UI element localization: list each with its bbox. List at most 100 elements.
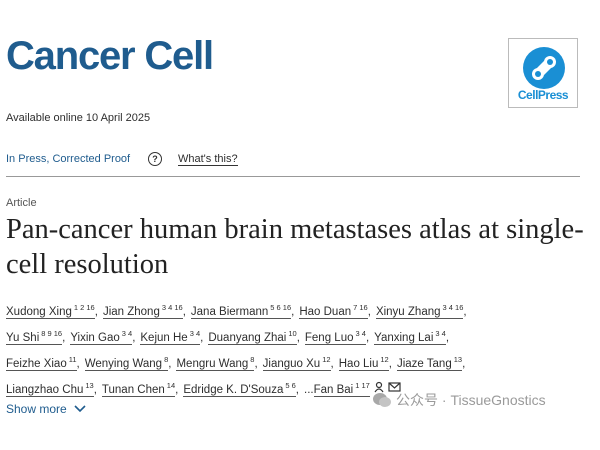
show-more-text[interactable]: Show more — [6, 402, 67, 416]
author[interactable]: Jana Biermann 5 6 16 — [190, 303, 292, 319]
separator: , — [295, 384, 299, 396]
author-name[interactable]: Xinyu Zhang — [375, 306, 441, 318]
author[interactable]: Fan Bai 1 17 — [313, 381, 370, 397]
author[interactable]: Xinyu Zhang 3 4 16 — [375, 303, 464, 319]
author-name[interactable]: Tunan Chen — [101, 384, 165, 396]
separator: , — [62, 332, 66, 344]
ellipsis: ... — [304, 384, 314, 396]
separator: , — [462, 358, 466, 370]
publisher-logo[interactable]: CellPress — [508, 38, 578, 108]
author-name[interactable]: Jian Zhong — [102, 306, 160, 318]
author[interactable]: Kejun He 3 4 — [140, 329, 201, 345]
separator: , — [388, 358, 392, 370]
article-title: Pan-cancer human brain metastases atlas … — [6, 214, 584, 280]
separator: , — [175, 384, 179, 396]
status-label[interactable]: In Press, Corrected Proof — [6, 153, 131, 165]
author-name[interactable]: Jiaze Tang — [396, 358, 452, 370]
separator: , — [168, 358, 172, 370]
author[interactable]: Jianguo Xu 12 — [262, 355, 331, 371]
affiliation[interactable]: 8 — [250, 355, 255, 364]
author-name[interactable]: Yanxing Lai — [374, 332, 434, 344]
author-name[interactable]: Jana Biermann — [190, 306, 269, 318]
logo-text: CellPress — [517, 88, 569, 102]
author-name[interactable]: Kejun He — [140, 332, 188, 344]
author[interactable]: Hao Duan 7 16 — [299, 303, 368, 319]
separator: , — [367, 306, 371, 318]
author-name[interactable]: Fan Bai — [313, 384, 354, 396]
affiliation[interactable]: 7 16 — [353, 303, 368, 312]
author[interactable]: Tunan Chen 14 — [101, 381, 176, 397]
author-name[interactable]: Jianguo Xu — [262, 358, 321, 370]
author-row: Xudong Xing 1 2 16, Jian Zhong 3 4 16, Jana … — [6, 297, 596, 323]
author-name[interactable]: Xudong Xing — [6, 306, 72, 318]
affiliation[interactable]: 8 — [164, 355, 169, 364]
journal-name: Cancer Cell — [6, 34, 214, 78]
author-name[interactable]: Wenying Wang — [84, 358, 163, 370]
affiliation[interactable]: 5 6 — [285, 381, 296, 390]
article-type: Article — [6, 197, 37, 209]
separator: , — [330, 358, 334, 370]
author-name[interactable]: Yu Shi — [6, 332, 40, 344]
author[interactable]: Xudong Xing 1 2 16 — [6, 303, 95, 319]
affiliation[interactable]: 12 — [322, 355, 331, 364]
author-name[interactable]: Feng Luo — [304, 332, 354, 344]
separator: , — [365, 332, 370, 344]
separator: , — [296, 332, 300, 344]
separator: , — [291, 306, 295, 318]
affiliation[interactable]: 10 — [288, 329, 297, 338]
author[interactable]: Wenying Wang 8 — [84, 355, 169, 371]
author[interactable]: Yixin Gao 3 4 — [70, 329, 133, 345]
watermark: 公众号 · TissueGnostics — [372, 390, 546, 410]
contact-icons[interactable] — [374, 381, 404, 393]
separator: , — [463, 306, 467, 318]
author-name[interactable]: Mengru Wang — [176, 358, 249, 370]
author[interactable]: Jian Zhong 3 4 16 — [102, 303, 183, 319]
separator: , — [94, 306, 98, 318]
logo-icon — [523, 47, 565, 89]
author[interactable]: Duanyang Zhai 10 — [208, 329, 297, 345]
affiliation[interactable]: 8 9 16 — [41, 329, 63, 338]
affiliation[interactable]: 3 4 — [189, 329, 201, 338]
help-icon[interactable]: ? — [148, 152, 162, 166]
author-row: Yu Shi 8 9 16, Yixin Gao 3 4, Kejun He 3 4, Du… — [6, 323, 596, 349]
author-name[interactable]: Duanyang Zhai — [208, 332, 287, 344]
affiliation[interactable]: 13 — [85, 381, 94, 390]
author-list: Xudong Xing 1 2 16, Jian Zhong 3 4 16, Jana … — [6, 297, 596, 401]
author-name[interactable]: Edridge K. D'Souza — [183, 384, 284, 396]
author-name[interactable]: Liangzhao Chu — [6, 384, 84, 396]
separator: , — [182, 306, 186, 318]
affiliation[interactable]: 3 4 — [121, 329, 133, 338]
separator: , — [132, 332, 136, 344]
affiliation[interactable]: 3 4 16 — [161, 303, 183, 312]
author[interactable]: Liangzhao Chu 13 — [6, 381, 94, 397]
affiliation[interactable]: 14 — [166, 381, 176, 390]
separator: , — [200, 332, 204, 344]
affiliation[interactable]: 13 — [453, 355, 463, 364]
show-more[interactable]: Show more — [6, 402, 86, 416]
separator: , — [254, 358, 258, 370]
author[interactable]: Jiaze Tang 13 — [396, 355, 463, 371]
affiliation[interactable]: 11 — [68, 355, 77, 364]
author[interactable]: Yu Shi 8 9 16 — [6, 329, 63, 345]
author[interactable]: Mengru Wang 8 — [176, 355, 255, 371]
author-name[interactable]: Hao Liu — [338, 358, 379, 370]
author-name[interactable]: Feizhe Xiao — [6, 358, 67, 370]
author-name[interactable]: Yixin Gao — [70, 332, 120, 344]
chevron-icon — [74, 405, 86, 413]
affiliation[interactable]: 3 4 — [355, 329, 366, 338]
affiliation[interactable]: 1 2 16 — [73, 303, 95, 312]
author[interactable]: Feng Luo 3 4 — [304, 329, 366, 345]
author[interactable]: Hao Liu 12 — [338, 355, 389, 371]
affiliation[interactable]: 1 17 — [355, 381, 370, 390]
author[interactable]: Feizhe Xiao 11 — [6, 355, 77, 371]
author[interactable]: Yanxing Lai 3 4 — [374, 329, 446, 345]
affiliation[interactable]: 12 — [380, 355, 389, 364]
author-name[interactable]: Hao Duan — [299, 306, 352, 318]
help-link[interactable]: What's this? — [178, 153, 238, 166]
author[interactable]: Edridge K. D'Souza 5 6 — [183, 381, 296, 397]
available-date: Available online 10 April 2025 — [6, 112, 151, 124]
affiliation[interactable]: 3 4 — [435, 329, 446, 338]
affiliation[interactable]: 5 6 16 — [270, 303, 292, 312]
affiliation[interactable]: 3 4 16 — [442, 303, 464, 312]
